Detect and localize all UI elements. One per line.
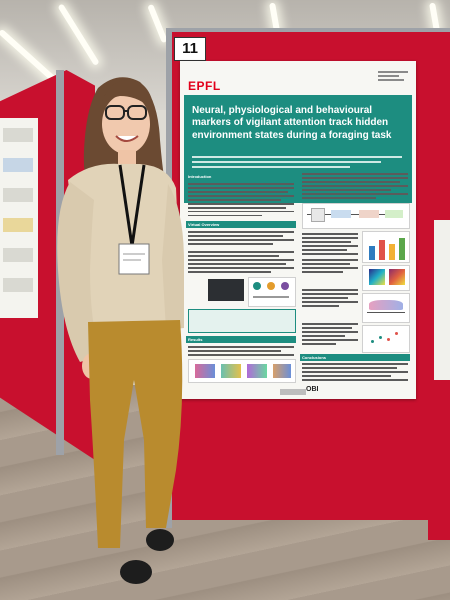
timeline-figure xyxy=(302,203,410,229)
institute-logo xyxy=(378,71,408,85)
results-figure xyxy=(188,359,296,383)
finding-text xyxy=(302,233,358,257)
section-text xyxy=(188,183,294,219)
section-text xyxy=(188,346,294,358)
booth-number-label: 11 xyxy=(174,37,206,61)
summary-box xyxy=(188,309,296,333)
section-title: Virtual Overview xyxy=(188,222,220,227)
research-poster: EPFL Neural, physiological and behaviour… xyxy=(180,61,416,399)
section-header xyxy=(186,173,296,180)
section-header xyxy=(186,336,296,343)
board-frame-top xyxy=(166,28,450,32)
heatmap-figure xyxy=(362,265,410,291)
section-title: Results xyxy=(188,337,203,342)
finding-text xyxy=(302,289,358,309)
right-intro-text xyxy=(302,173,408,201)
section-title: Conclusions xyxy=(302,355,327,360)
scatter-figure xyxy=(362,325,410,353)
conclusion-text xyxy=(302,363,408,383)
section-title: Introduction xyxy=(188,174,212,179)
left-poster xyxy=(0,118,38,318)
adjacent-poster xyxy=(434,220,450,380)
bullet-text xyxy=(188,251,294,275)
bar-chart-figure xyxy=(362,231,410,263)
epfl-logo: EPFL xyxy=(188,79,221,93)
finding-text xyxy=(302,259,358,275)
poster-authors xyxy=(192,156,402,170)
finding-text xyxy=(302,323,358,347)
section-header xyxy=(300,354,410,361)
poster-footer xyxy=(184,387,412,397)
section-header xyxy=(186,221,296,228)
task-screenshot xyxy=(208,279,244,301)
section-text xyxy=(188,231,294,247)
task-diagram xyxy=(248,277,296,307)
line-plot-figure xyxy=(362,293,410,323)
poster-title: Neural, physiological and behavioural ma… xyxy=(192,105,392,141)
obi-logo: OBI xyxy=(306,386,319,393)
